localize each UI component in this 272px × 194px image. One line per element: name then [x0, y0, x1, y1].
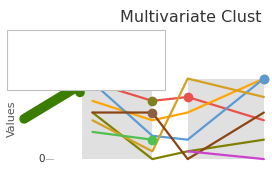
Text: Mean Value:: Mean Value: — [14, 75, 76, 84]
Text: Multivariate Clust: Multivariate Clust — [120, 10, 261, 25]
Text: Analysis Fields:: Analysis Fields: — [14, 57, 93, 66]
Text: 30,119.89286: 30,119.89286 — [48, 75, 114, 84]
FancyBboxPatch shape — [7, 30, 165, 90]
Bar — [188, 79, 264, 140]
Text: Annual_precipitation: Annual_precipitation — [64, 57, 160, 66]
Bar — [82, 79, 152, 140]
Bar — [188, 138, 264, 159]
Bar — [82, 138, 152, 159]
Text: 0: 0 — [38, 154, 45, 164]
Text: 2: 2 — [48, 39, 57, 48]
Text: 1: 1 — [38, 77, 45, 87]
Text: Values: Values — [7, 100, 17, 137]
Text: Cluster ID:: Cluster ID: — [14, 39, 68, 48]
